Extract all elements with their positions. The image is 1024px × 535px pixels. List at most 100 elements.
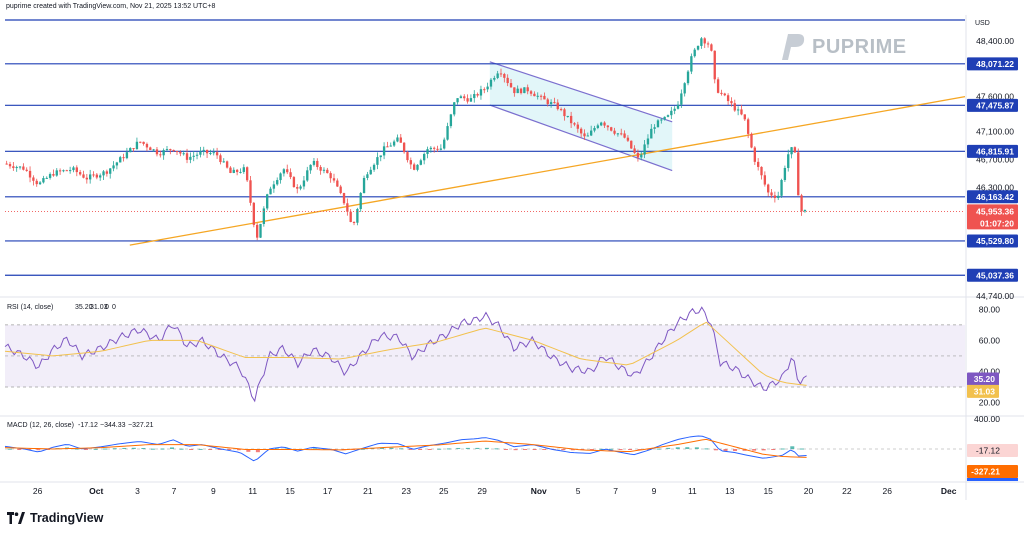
candle-body [25,169,28,171]
candle-body [309,164,312,171]
last-price-tag[interactable] [967,204,1018,230]
macd-histogram-bar [752,449,757,451]
candle-body [356,209,359,223]
candle-body [703,38,706,44]
level-price-tag[interactable] [967,190,1018,204]
price-axis-tick: 47,600.00 [976,92,1014,102]
candle-body [593,127,596,131]
candle-body [239,171,242,173]
macd-histogram-bar [36,449,41,451]
candle-body [726,95,730,102]
rsi-extra-value: 0 [112,304,116,311]
candle-body [483,89,486,91]
macd-histogram-bar [189,449,194,450]
price-axis[interactable]: 48,400.00 47,600.00 47,100.00 46,700.00 46,3… [965,15,1018,500]
macd-histogram-bar [713,449,718,451]
puprime-logo-icon [782,34,805,60]
macd-histogram-bar [628,449,633,450]
level-price-tag[interactable] [967,268,1018,282]
macd-histogram-bar [112,448,117,450]
candle-body [235,169,239,173]
candle-body [225,161,229,168]
candle-body [663,116,666,120]
candle-body [362,177,366,194]
macd-signal-line[interactable] [4,438,807,458]
candle-body [633,148,636,153]
candle-body [215,152,219,156]
candle-body [319,166,322,171]
candle-body [676,104,680,109]
time-axis[interactable]: 26 Oct 3 7 9 11 15 17 21 23 25 29 Nov 5 7 9 11 13 15 20 22 26… [0,481,1024,496]
macd-histogram-bar [532,449,537,450]
macd-title: MACD (12, 26, close) [7,422,74,429]
rsi-ma-tag-label: 31.03 [974,386,996,396]
candle-body [750,133,753,148]
candle-body [192,155,195,157]
channel-lower-line[interactable] [489,104,673,172]
macd-histogram-bar [437,448,442,450]
candle-body [199,151,202,155]
candle-body [606,125,610,128]
candle-body [656,120,660,128]
candle-body [99,175,102,178]
candle-body [553,102,556,104]
candle-body [72,167,75,171]
candle-body [800,195,803,212]
time-axis-tick: 7 [613,486,618,496]
level-price-tag[interactable] [967,57,1018,71]
macd-histogram-bar [7,448,12,450]
candle-body [690,56,693,72]
level-price-tag[interactable] [967,144,1018,158]
candle-body [506,77,509,84]
macd-histogram-bar [17,449,22,450]
candle-body [423,153,426,161]
level-price-tag[interactable] [967,234,1018,248]
candle-body [256,224,259,238]
candle-body [746,119,750,134]
candle-body [780,180,783,196]
candle-body [783,167,787,181]
level-price-label: 45,037.36 [976,270,1014,280]
candle-body [392,141,396,146]
ascending-trendline[interactable] [129,96,966,246]
candle-body [549,102,553,105]
rsi-line[interactable] [4,306,807,403]
time-axis-tick: 21 [363,486,373,496]
candle-body [653,127,656,129]
time-axis-tick: 9 [652,486,657,496]
candle-body [583,133,586,137]
time-axis-tick: 23 [402,486,412,496]
candle-body [359,193,362,210]
candle-body [777,195,780,198]
level-price-label: 47,475.87 [976,100,1014,110]
time-axis-tick: Dec [941,486,957,496]
macd-histogram-bar [685,447,690,449]
channel-upper-line[interactable] [489,61,673,123]
level-price-tag[interactable] [967,98,1018,112]
candle-body [416,164,419,170]
macd-histogram-bar [208,449,213,450]
candle-body [556,102,559,110]
rsi-ma-line[interactable] [4,321,807,386]
candle-body [245,167,249,181]
candle-body [443,139,446,149]
time-axis-tick: 11 [248,486,257,496]
rsi-value-tag [967,372,999,386]
macd-histogram-bar [389,447,394,449]
price-axis-tick: 46,300.00 [976,182,1014,192]
price-axis-tick: 44,740.00 [976,291,1014,301]
macd-hist-value: -17.12 [78,422,98,429]
candle-body [259,223,262,238]
candle-body [793,147,797,153]
candle-body [626,137,630,141]
candle-body [396,137,399,142]
candle-body [195,154,199,156]
macd-histogram-bar [217,449,222,450]
candle-body [229,167,232,173]
candle-body [299,186,302,189]
candle-body [55,170,58,176]
chart-attribution: puprime created with TradingView.com, No… [6,3,216,10]
candle-body [733,103,736,111]
time-axis-tick: 13 [725,486,735,496]
